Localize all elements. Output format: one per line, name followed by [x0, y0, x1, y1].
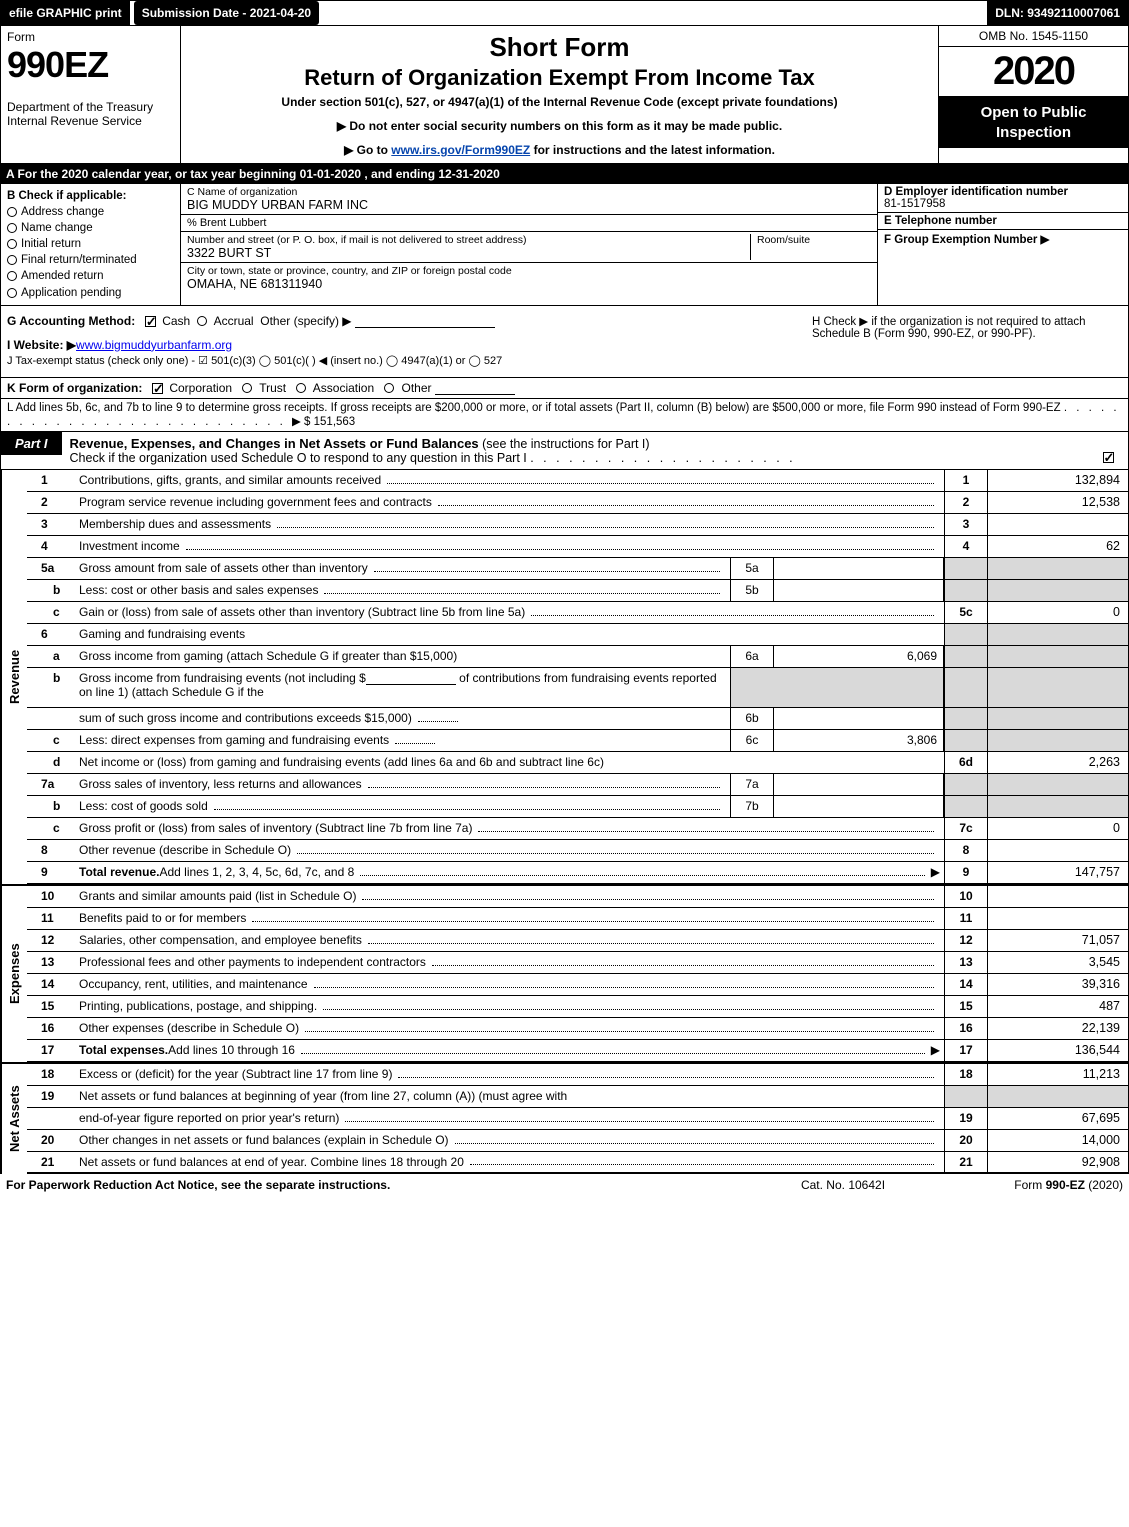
- part-1-tab: Part I: [1, 432, 62, 455]
- telephone-label: E Telephone number: [884, 215, 997, 227]
- line-5c-value: 0: [988, 602, 1128, 623]
- address-change-option[interactable]: Address change: [7, 204, 174, 220]
- line-10-value: [988, 886, 1128, 907]
- org-name: BIG MUDDY URBAN FARM INC: [187, 198, 871, 212]
- department-label: Department of the Treasury Internal Reve…: [7, 100, 174, 128]
- application-pending-option[interactable]: Application pending: [7, 285, 174, 301]
- line-5b-value: [774, 580, 944, 601]
- website-row: I Website: ▶www.bigmuddyurbanfarm.org: [7, 338, 802, 352]
- org-name-label: C Name of organization: [187, 186, 871, 198]
- room-suite-label: Room/suite: [751, 234, 871, 260]
- website-link[interactable]: www.bigmuddyurbanfarm.org: [76, 338, 232, 352]
- address-label: Number and street (or P. O. box, if mail…: [187, 234, 744, 246]
- part-1-check-text: Check if the organization used Schedule …: [70, 451, 527, 465]
- accrual-radio[interactable]: [197, 316, 207, 326]
- paperwork-notice: For Paperwork Reduction Act Notice, see …: [6, 1178, 743, 1192]
- line-4-value: 62: [988, 536, 1128, 557]
- main-title: Return of Organization Exempt From Incom…: [189, 65, 930, 91]
- expenses-sidelabel: Expenses: [1, 886, 27, 1062]
- page-footer: For Paperwork Reduction Act Notice, see …: [0, 1174, 1129, 1196]
- line-6d-value: 2,263: [988, 752, 1128, 773]
- col-b-checkboxes: B Check if applicable: Address change Na…: [1, 184, 181, 305]
- final-return-option[interactable]: Final return/terminated: [7, 252, 174, 268]
- line-14-value: 39,316: [988, 974, 1128, 995]
- tax-year: 2020: [939, 47, 1128, 97]
- schedule-b-check: H Check ▶ if the organization is not req…: [802, 314, 1122, 340]
- city: OMAHA, NE 681311940: [187, 277, 871, 291]
- omb-number: OMB No. 1545-1150: [939, 26, 1128, 47]
- check-if-applicable-label: B Check if applicable:: [7, 188, 174, 204]
- irs-link[interactable]: www.irs.gov/Form990EZ: [391, 143, 530, 157]
- trust-radio[interactable]: [242, 383, 252, 393]
- ein-label: D Employer identification number: [884, 186, 1068, 198]
- line-12-value: 71,057: [988, 930, 1128, 951]
- line-11-value: [988, 908, 1128, 929]
- name-change-option[interactable]: Name change: [7, 220, 174, 236]
- ein: 81-1517958: [884, 198, 945, 210]
- group-exemption-label: F Group Exemption Number ▶: [884, 234, 1049, 246]
- tax-exempt-status: J Tax-exempt status (check only one) - ☑…: [7, 352, 802, 369]
- line-6b-value: [774, 708, 944, 729]
- part-1-header: Part I Revenue, Expenses, and Changes in…: [0, 432, 1129, 470]
- line-6a-value: 6,069: [774, 646, 944, 667]
- gross-receipts: L Add lines 5b, 6c, and 7b to line 9 to …: [0, 399, 1129, 432]
- line-7a-value: [774, 774, 944, 795]
- line-1-value: 132,894: [988, 470, 1128, 491]
- address: 3322 BURT ST: [187, 246, 744, 260]
- submission-date: Submission Date - 2021-04-20: [134, 1, 319, 25]
- form-ref: Form 990-EZ (2020): [943, 1178, 1123, 1192]
- revenue-sidelabel: Revenue: [1, 470, 27, 884]
- other-radio[interactable]: [384, 383, 394, 393]
- tax-period: A For the 2020 calendar year, or tax yea…: [0, 164, 1129, 184]
- line-7c-value: 0: [988, 818, 1128, 839]
- corporation-checkbox[interactable]: [152, 383, 163, 394]
- initial-return-option[interactable]: Initial return: [7, 236, 174, 252]
- city-label: City or town, state or province, country…: [187, 265, 871, 277]
- schedule-o-checkbox[interactable]: [1103, 452, 1114, 463]
- form-header: Form 990EZ Department of the Treasury In…: [0, 26, 1129, 164]
- accounting-method: G Accounting Method: Cash Accrual Other …: [7, 314, 802, 328]
- subtitle-3: ▶ Go to www.irs.gov/Form990EZ for instru…: [189, 143, 930, 157]
- part-1-title: Revenue, Expenses, and Changes in Net As…: [70, 436, 479, 451]
- care-of: % Brent Lubbert: [181, 215, 877, 232]
- line-19-value: 67,695: [988, 1108, 1128, 1129]
- line-17-value: 136,544: [988, 1040, 1128, 1061]
- line-3-value: [988, 514, 1128, 535]
- line-9-value: 147,757: [988, 862, 1128, 883]
- line-6c-value: 3,806: [774, 730, 944, 751]
- subtitle-1: Under section 501(c), 527, or 4947(a)(1)…: [189, 95, 930, 109]
- col-c-name-address: C Name of organization BIG MUDDY URBAN F…: [181, 184, 878, 305]
- form-number: 990EZ: [7, 44, 174, 86]
- line-2-value: 12,538: [988, 492, 1128, 513]
- line-20-value: 14,000: [988, 1130, 1128, 1151]
- part-1-grid: Revenue 1Contributions, gifts, grants, a…: [0, 470, 1129, 1174]
- dln: DLN: 93492110007061: [987, 1, 1128, 25]
- open-to-public: Open to Public Inspection: [939, 97, 1128, 148]
- association-radio[interactable]: [296, 383, 306, 393]
- form-label: Form: [7, 30, 174, 44]
- short-form-title: Short Form: [189, 32, 930, 63]
- line-15-value: 487: [988, 996, 1128, 1017]
- cash-checkbox[interactable]: [145, 316, 156, 327]
- net-assets-sidelabel: Net Assets: [1, 1064, 27, 1174]
- row-g-h: G Accounting Method: Cash Accrual Other …: [0, 306, 1129, 377]
- efile-graphic-print[interactable]: efile GRAPHIC print: [1, 1, 130, 25]
- topbar: efile GRAPHIC print Submission Date - 20…: [0, 0, 1129, 26]
- col-d-identifiers: D Employer identification number 81-1517…: [878, 184, 1128, 305]
- line-7b-value: [774, 796, 944, 817]
- catalog-number: Cat. No. 10642I: [743, 1178, 943, 1192]
- subtitle-2: ▶ Do not enter social security numbers o…: [189, 119, 930, 133]
- org-info-row: B Check if applicable: Address change Na…: [0, 184, 1129, 306]
- amended-return-option[interactable]: Amended return: [7, 268, 174, 284]
- line-18-value: 11,213: [988, 1064, 1128, 1085]
- line-16-value: 22,139: [988, 1018, 1128, 1039]
- line-8-value: [988, 840, 1128, 861]
- line-21-value: 92,908: [988, 1152, 1128, 1172]
- line-5a-value: [774, 558, 944, 579]
- form-of-organization: K Form of organization: Corporation Trus…: [0, 377, 1129, 399]
- line-13-value: 3,545: [988, 952, 1128, 973]
